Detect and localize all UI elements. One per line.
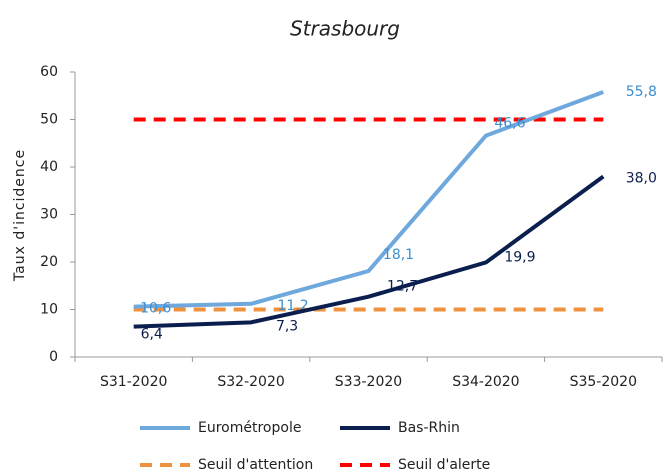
y-tick-label: 0: [49, 349, 58, 365]
line-solid: [133, 174, 605, 329]
x-tick-label: S34-2020: [452, 374, 519, 390]
y-tick-label: 10: [40, 302, 58, 318]
legend-label: Eurométropole: [198, 420, 301, 436]
data-label: 46,6: [494, 116, 525, 132]
data-label: 12,7: [387, 279, 418, 295]
y-tick-label: 60: [40, 64, 58, 80]
y-tick-label: 20: [40, 254, 58, 270]
data-label: 55,8: [626, 84, 657, 100]
chart-title: Strasbourg: [290, 17, 400, 41]
data-label: 38,0: [626, 171, 657, 187]
legend-label: Bas-Rhin: [398, 420, 460, 436]
line-solid: [133, 90, 604, 309]
data-label: 10,6: [140, 301, 171, 317]
legend-label: Seuil d'attention: [198, 457, 313, 473]
data-label: 19,9: [504, 249, 535, 265]
x-tick-label: S32-2020: [217, 374, 284, 390]
x-tick-label: S33-2020: [335, 374, 402, 390]
y-tick-label: 40: [40, 159, 58, 175]
y-axis-label: Taux d'incidence: [12, 149, 28, 282]
y-tick-label: 50: [40, 112, 58, 128]
data-label: 6,4: [141, 327, 163, 343]
legend-label: Seuil d'alerte: [398, 457, 490, 473]
y-tick-label: 30: [40, 207, 58, 223]
x-tick-label: S35-2020: [570, 374, 637, 390]
x-tick-label: S31-2020: [100, 374, 167, 390]
data-label: 18,1: [383, 247, 414, 263]
data-label: 7,3: [276, 318, 298, 334]
